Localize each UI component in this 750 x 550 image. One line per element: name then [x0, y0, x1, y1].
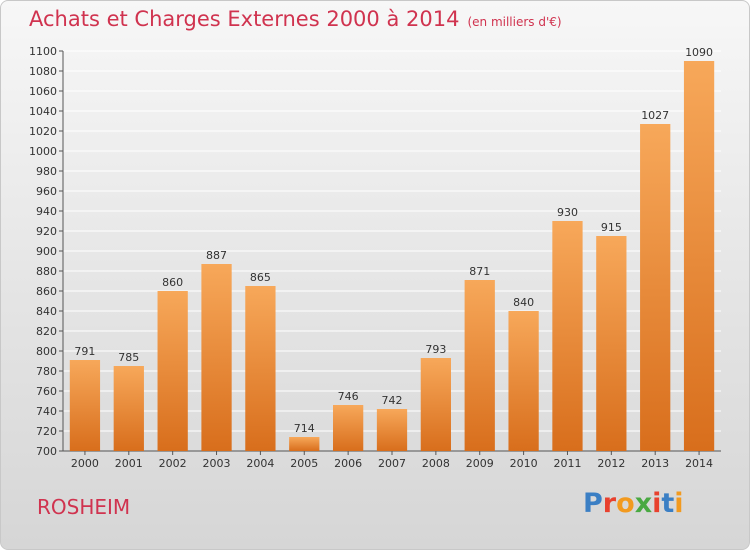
data-label-2008: 793	[425, 343, 446, 356]
y-tick-label: 740	[36, 405, 57, 418]
y-tick-label: 700	[36, 445, 57, 458]
logo-letter: x	[634, 488, 653, 519]
data-label-2012: 915	[601, 221, 622, 234]
y-tick-label: 780	[36, 365, 57, 378]
y-tick-label: 720	[36, 425, 57, 438]
x-tick-label-2002: 2002	[159, 457, 187, 470]
chart-unit: (en milliers d'€)	[467, 15, 562, 29]
x-tick-label-2013: 2013	[641, 457, 669, 470]
data-label-2010: 840	[513, 296, 534, 309]
bar-2003	[201, 264, 232, 451]
data-label-2003: 887	[206, 249, 227, 262]
y-tick-label: 1060	[29, 85, 57, 98]
y-tick-label: 820	[36, 325, 57, 338]
x-tick-label-2006: 2006	[334, 457, 362, 470]
logo-letter: i	[674, 488, 684, 519]
y-tick-label: 900	[36, 245, 57, 258]
bars	[69, 61, 715, 451]
bar-2000	[69, 360, 101, 451]
bar-2002	[157, 291, 188, 451]
y-tick-label: 1100	[29, 45, 57, 58]
y-tick-label: 1000	[29, 145, 57, 158]
x-tick-label-2005: 2005	[290, 457, 318, 470]
logo-letter: i	[652, 488, 662, 519]
bar-2004	[245, 286, 276, 451]
data-label-2006: 746	[338, 390, 359, 403]
logo-letter: P	[583, 488, 603, 519]
x-tick-label-2008: 2008	[422, 457, 450, 470]
y-tick-label: 760	[36, 385, 57, 398]
y-tick-label: 920	[36, 225, 57, 238]
y-tick-label: 840	[36, 305, 57, 318]
bar-2008	[420, 358, 452, 451]
data-labels: 791 785 860 887 865 714 746 742 793 871 840 930 915 1…	[74, 46, 713, 435]
y-tick-label: 1020	[29, 125, 57, 138]
bar-2013	[640, 124, 671, 451]
data-label-2011: 930	[557, 206, 578, 219]
x-tick-label-2000: 2000	[71, 457, 99, 470]
x-tick-label-2004: 2004	[246, 457, 274, 470]
x-axis-ticks: 2000 2001 2002 2003 2004 2005 2006 2007 2008 2009…	[71, 451, 713, 470]
logo-letter: r	[602, 488, 617, 519]
data-label-2013: 1027	[641, 109, 669, 122]
x-tick-label-2009: 2009	[466, 457, 494, 470]
x-tick-label-2001: 2001	[115, 457, 143, 470]
x-tick-label-2003: 2003	[203, 457, 231, 470]
x-tick-label-2014: 2014	[685, 457, 713, 470]
x-tick-label-2011: 2011	[553, 457, 581, 470]
bar-2006	[332, 405, 364, 451]
x-tick-label-2007: 2007	[378, 457, 406, 470]
city-name: ROSHEIM	[37, 495, 131, 519]
data-label-2002: 860	[162, 276, 183, 289]
data-label-2005: 714	[294, 422, 315, 435]
data-label-2014: 1090	[685, 46, 713, 59]
y-tick-label: 960	[36, 185, 57, 198]
logo-letter: o	[616, 488, 635, 519]
data-label-2001: 785	[118, 351, 139, 364]
bar-2014	[683, 61, 715, 451]
data-label-2000: 791	[74, 345, 95, 358]
bar-2011	[552, 221, 583, 451]
bar-2007	[376, 409, 408, 451]
y-tick-label: 800	[36, 345, 57, 358]
bar-2010	[508, 311, 539, 451]
y-tick-label: 880	[36, 265, 57, 278]
x-tick-label-2010: 2010	[510, 457, 538, 470]
bar-2005	[289, 437, 320, 451]
y-tick-label: 980	[36, 165, 57, 178]
bar-2001	[113, 366, 144, 451]
x-tick-label-2012: 2012	[597, 457, 625, 470]
y-tick-label: 860	[36, 285, 57, 298]
chart-title: Achats et Charges Externes 2000 à 2014 (e…	[29, 7, 562, 31]
data-label-2004: 865	[250, 271, 271, 284]
bar-2009	[464, 280, 495, 451]
y-tick-label: 1040	[29, 105, 57, 118]
proxiti-logo: Proxiti	[583, 488, 684, 519]
chart-title-text: Achats et Charges Externes 2000 à 2014	[29, 7, 460, 31]
data-label-2009: 871	[469, 265, 490, 278]
y-tick-label: 1080	[29, 65, 57, 78]
y-tick-label: 940	[36, 205, 57, 218]
logo-letter: t	[661, 488, 675, 519]
bar-2012	[596, 236, 627, 451]
data-label-2007: 742	[382, 394, 403, 407]
